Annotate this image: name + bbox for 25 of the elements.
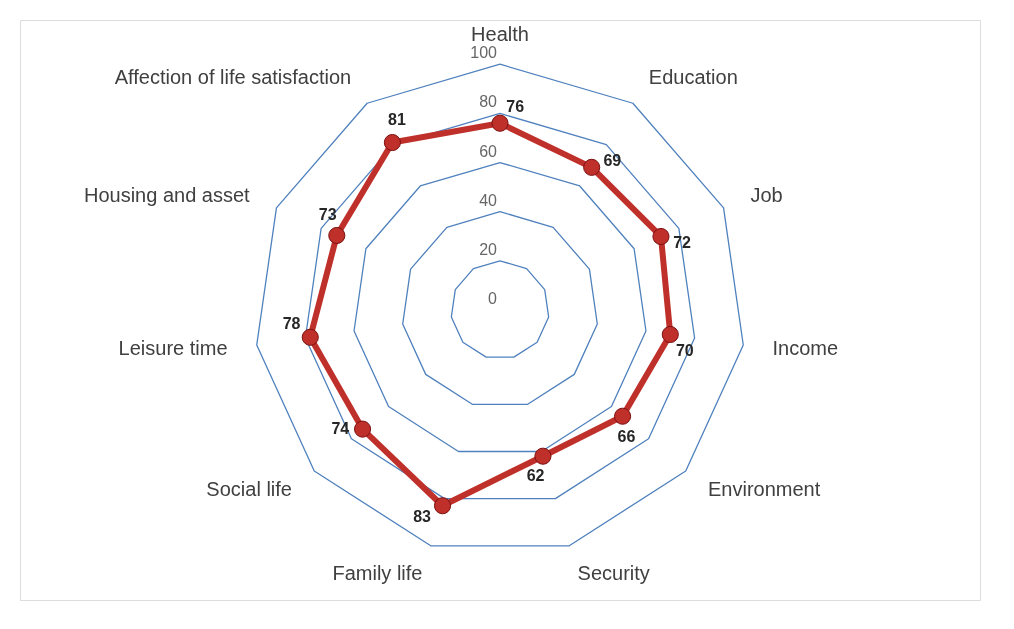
spoke-label: Family life <box>332 562 423 585</box>
data-label: 62 <box>526 466 545 484</box>
spoke-label: Income <box>772 337 839 360</box>
y-tick-label: 40 <box>479 191 498 209</box>
data-label: 69 <box>603 151 622 169</box>
y-tick-label: 100 <box>470 44 498 62</box>
data-label: 66 <box>617 428 636 446</box>
spoke-label: Housing and asset <box>83 183 251 206</box>
y-tick-label: 20 <box>479 240 498 258</box>
spoke-label: Security <box>577 562 650 585</box>
spoke-label: Affection of life satisfaction <box>114 66 352 89</box>
data-label: 72 <box>673 233 692 251</box>
spoke-label: Environment <box>708 478 821 501</box>
spoke-label: Education <box>648 66 738 89</box>
data-label: 83 <box>413 508 432 526</box>
spoke-label: Leisure time <box>118 337 228 360</box>
y-tick-label: 60 <box>479 142 498 160</box>
data-label: 81 <box>388 110 406 128</box>
y-tick-label: 0 <box>488 290 498 307</box>
spoke-label: Health <box>471 22 529 45</box>
data-label: 76 <box>506 97 525 115</box>
spoke-label: Social life <box>206 478 292 501</box>
y-tick-label: 80 <box>479 93 498 111</box>
spoke-label: Job <box>750 183 783 206</box>
data-label: 78 <box>282 315 301 333</box>
